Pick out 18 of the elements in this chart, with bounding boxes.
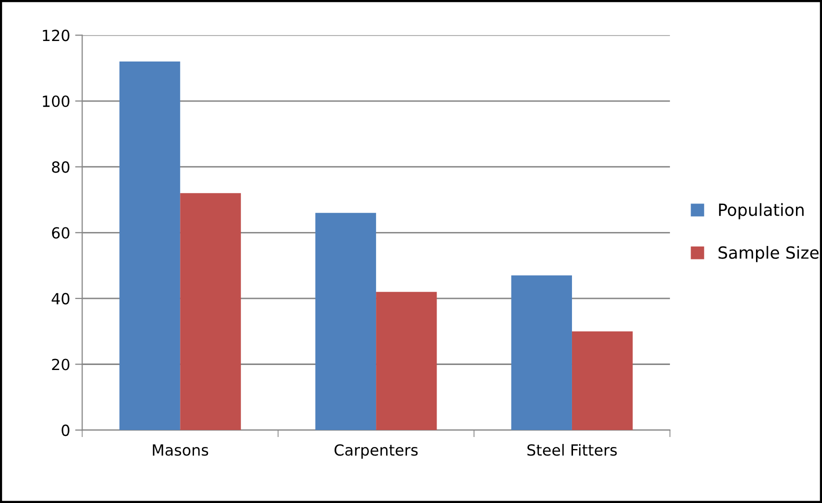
y-tick-label: 80 (52, 161, 70, 173)
x-tick-label: Steel Fitters (527, 444, 617, 456)
y-tick-label: 40 (52, 292, 70, 304)
y-tick-label: 0 (62, 424, 70, 436)
x-tick-label: Masons (152, 444, 208, 456)
y-tick-label: 60 (52, 227, 70, 239)
y-tick-label: 100 (42, 95, 70, 108)
legend-label: Sample Size (718, 246, 819, 262)
bar (572, 331, 633, 430)
bar (119, 62, 180, 430)
legend-label: Population (719, 203, 804, 220)
y-tick-label: 20 (52, 358, 70, 370)
bar (315, 212, 376, 430)
bar (376, 292, 437, 430)
bar (511, 275, 572, 430)
bar (180, 193, 241, 430)
y-tick-label: 120 (42, 30, 70, 42)
x-tick-label: Carpenters (334, 444, 418, 459)
